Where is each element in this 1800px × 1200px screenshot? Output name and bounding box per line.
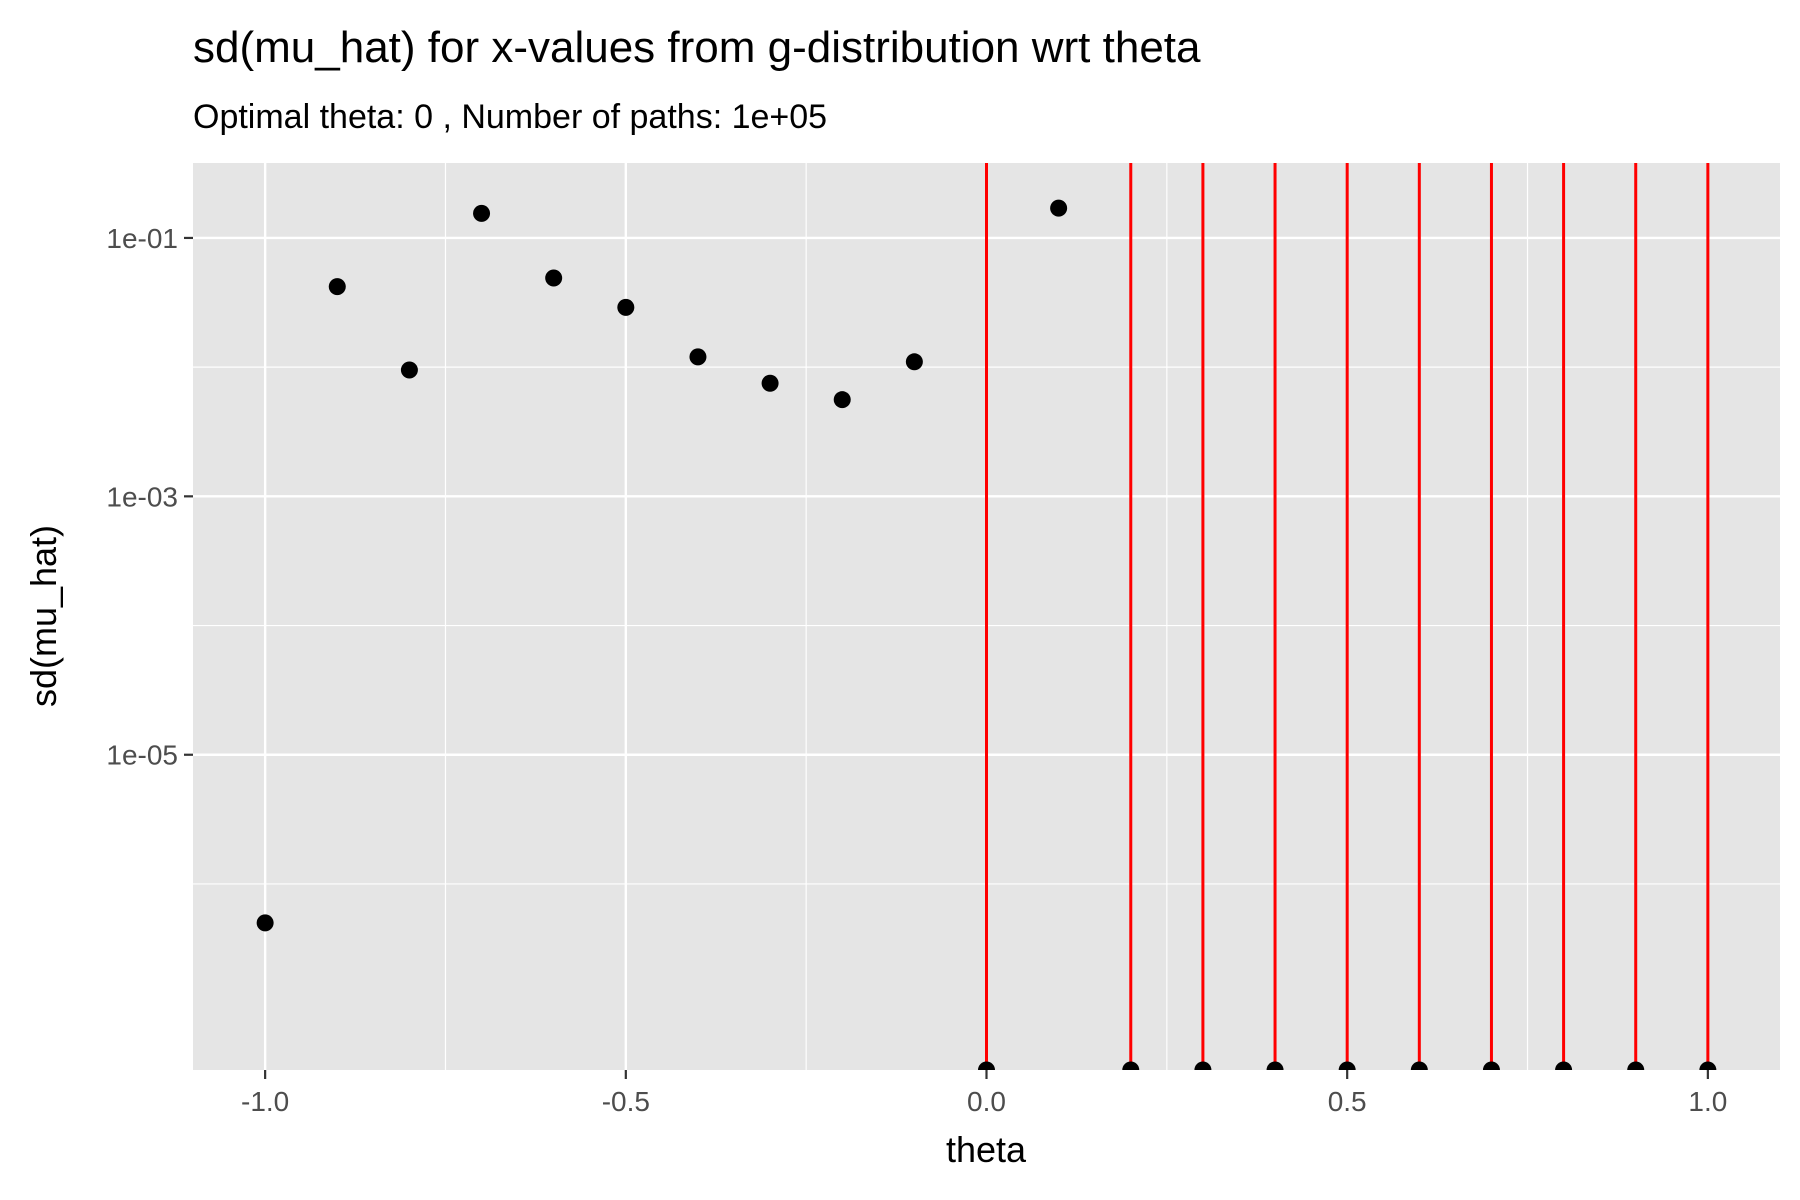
data-point — [617, 298, 635, 316]
chart-subtitle: Optimal theta: 0 , Number of paths: 1e+0… — [193, 98, 827, 136]
data-point — [1627, 1061, 1645, 1070]
y-tick-label: 1e-03 — [106, 481, 178, 512]
data-point — [1266, 1061, 1284, 1070]
y-tick-label: 1e-01 — [106, 223, 178, 254]
data-point — [1555, 1061, 1573, 1070]
data-point — [689, 348, 707, 366]
data-point — [1050, 199, 1068, 217]
data-point — [833, 391, 851, 409]
data-point — [545, 269, 563, 287]
data-point — [328, 278, 346, 296]
x-tick-label: 1.0 — [1688, 1086, 1727, 1117]
data-point — [761, 374, 779, 392]
y-axis: 1e-01 1e-03 1e-05 — [106, 223, 193, 771]
chart-title: sd(mu_hat) for x-values from g-distribut… — [193, 23, 1201, 72]
points — [256, 199, 1717, 1070]
data-point — [978, 1061, 995, 1070]
x-axis-title: theta — [946, 1129, 1027, 1170]
data-point — [256, 914, 274, 932]
x-tick-label: 0.5 — [1328, 1086, 1367, 1117]
data-point — [1410, 1061, 1428, 1070]
data-point — [905, 353, 923, 371]
data-point — [1482, 1061, 1500, 1070]
data-point — [1338, 1061, 1356, 1070]
y-axis-title: sd(mu_hat) — [23, 525, 64, 707]
data-point — [400, 361, 418, 379]
vertical-lines — [985, 163, 1710, 1070]
y-tick-label: 1e-05 — [106, 740, 178, 771]
data-point — [473, 204, 491, 222]
x-tick-label: -1.0 — [241, 1086, 289, 1117]
x-axis: -1.0 -0.5 0.0 0.5 1.0 — [241, 1070, 1727, 1117]
x-tick-label: -0.5 — [602, 1086, 650, 1117]
data-point — [1194, 1061, 1212, 1070]
data-point — [1699, 1061, 1717, 1070]
data-point — [1122, 1061, 1140, 1070]
x-tick-label: 0.0 — [967, 1086, 1006, 1117]
